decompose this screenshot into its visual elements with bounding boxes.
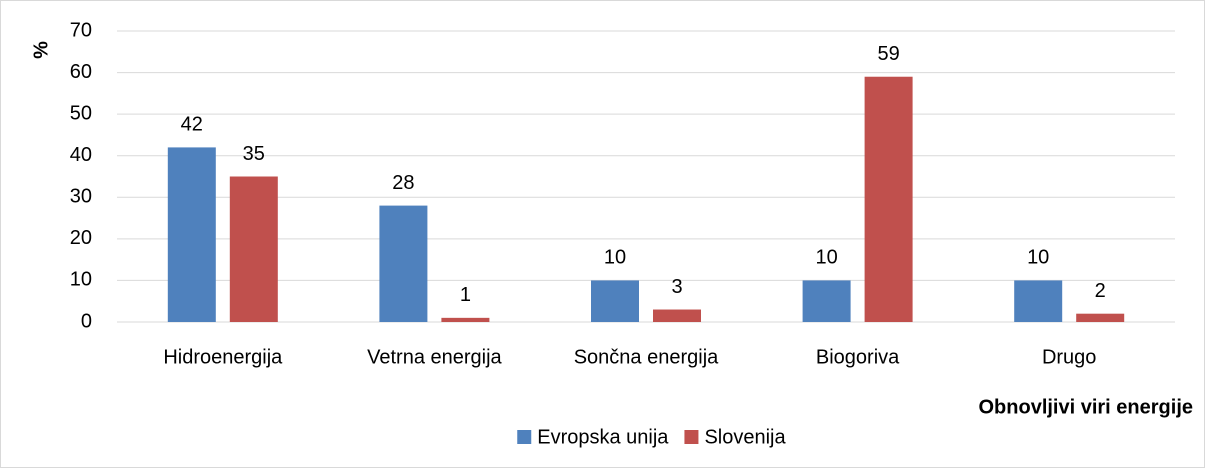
y-tick-label: 70 (70, 19, 92, 41)
x-tick-label: Sončna energija (574, 346, 719, 368)
bar (1014, 280, 1063, 322)
bar (1076, 313, 1125, 322)
data-label: 42 (181, 114, 203, 136)
data-label: 1 (460, 284, 471, 306)
x-tick-label: Drugo (1042, 346, 1096, 368)
y-tick-label: 60 (70, 61, 92, 83)
bar (591, 280, 639, 322)
data-label: 10 (1027, 247, 1049, 269)
x-axis-label: Obnovljivi viri energije (978, 396, 1193, 418)
bar (379, 205, 428, 322)
x-tick-label: Hidroenergija (163, 346, 283, 368)
data-label: 28 (392, 172, 414, 194)
bar (167, 147, 216, 322)
bar (653, 309, 701, 322)
x-tick-label: Biogoriva (816, 346, 900, 368)
bar (802, 280, 851, 322)
y-tick-label: 0 (81, 310, 92, 332)
data-label: 10 (815, 247, 837, 269)
x-tick-label: Vetrna energija (367, 346, 502, 368)
data-label: 2 (1095, 280, 1106, 302)
legend-swatch (684, 430, 699, 444)
y-tick-label: 10 (70, 269, 92, 291)
legend-swatch (517, 430, 532, 444)
data-label: 3 (671, 276, 682, 298)
bar (864, 76, 913, 322)
bar (441, 317, 490, 322)
data-label: 10 (604, 247, 626, 269)
bar (229, 176, 278, 322)
legend-label: Slovenija (704, 426, 786, 448)
y-tick-label: 50 (70, 102, 92, 124)
y-tick-label: 30 (70, 186, 92, 208)
legend-label: Evropska unija (537, 426, 669, 448)
y-axis-label: % (30, 41, 52, 59)
y-tick-label: 20 (70, 227, 92, 249)
data-label: 35 (243, 143, 265, 165)
data-label: 59 (877, 43, 899, 65)
y-tick-label: 40 (70, 144, 92, 166)
